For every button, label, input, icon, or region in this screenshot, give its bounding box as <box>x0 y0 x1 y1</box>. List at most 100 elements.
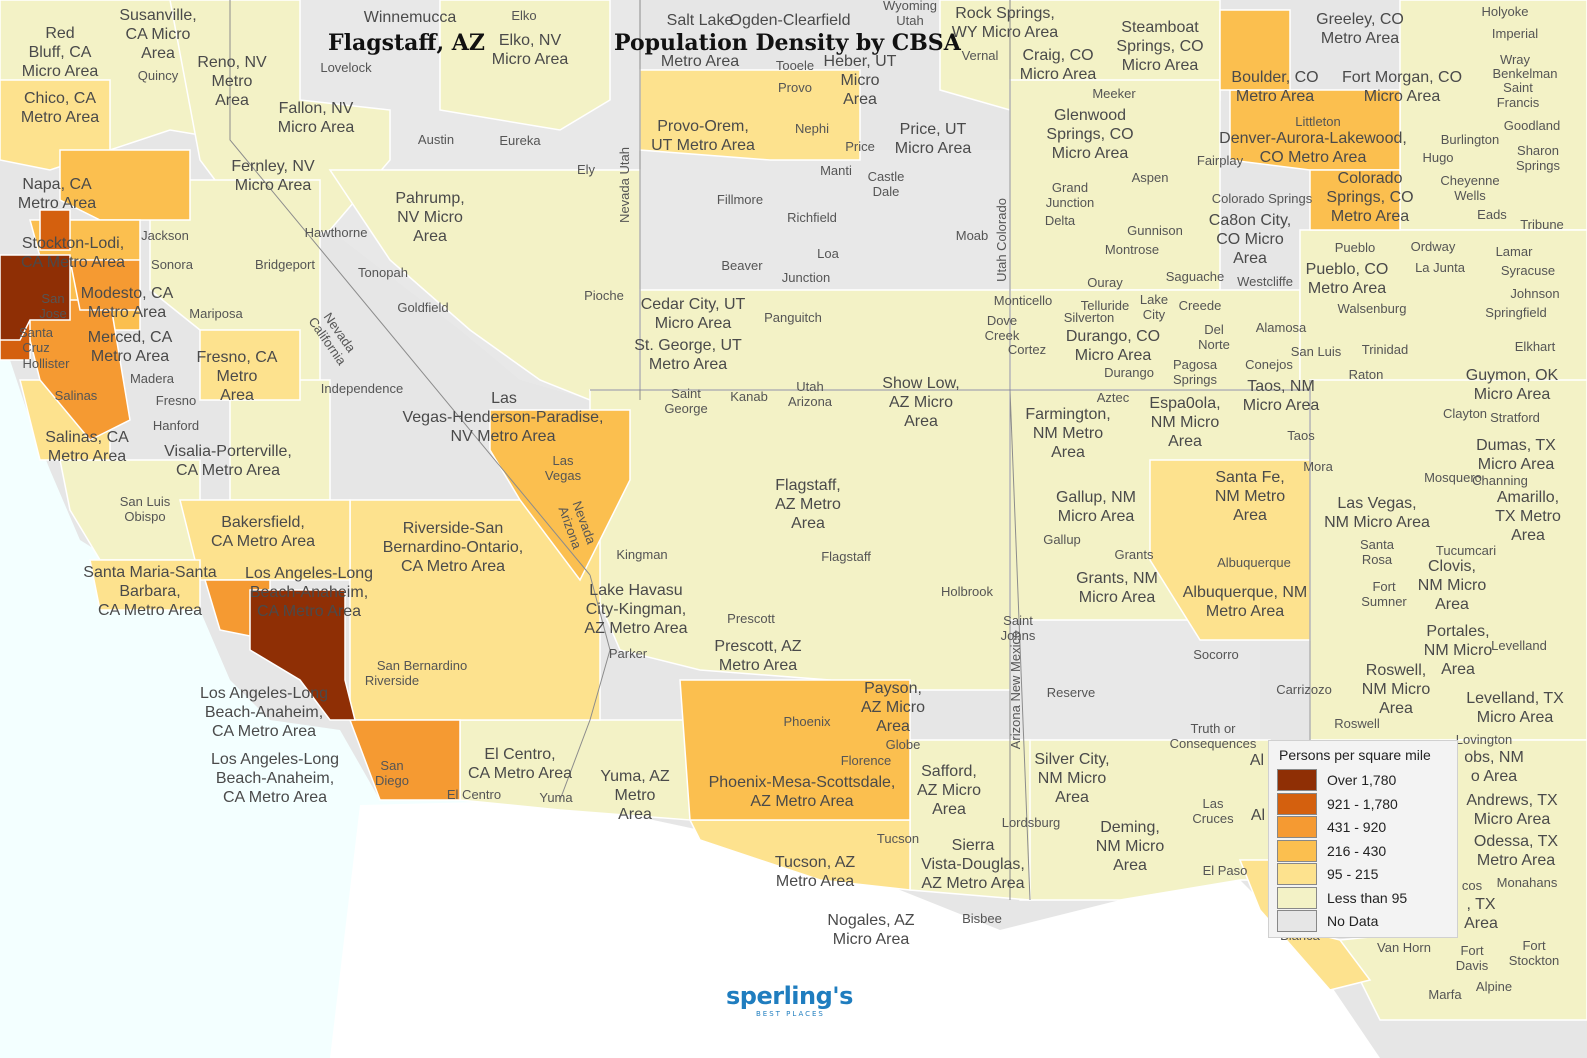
map-label-tonopah: Tonopah <box>358 265 408 280</box>
map-label-el-centro: El Centro, CA Metro Area <box>468 746 572 782</box>
map-label-san-diego: San Diego <box>375 758 409 788</box>
map-label-price-city: Price <box>845 139 875 154</box>
region-greeley <box>1219 9 1291 91</box>
density-431-920 <box>19 259 461 801</box>
map-label-taos: Taos, NM Micro Area <box>1243 378 1320 414</box>
map-label-kanab: Kanab <box>730 389 768 404</box>
map-label-fernley: Fernley, NV Micro Area <box>231 158 315 194</box>
legend-swatch <box>1277 910 1317 932</box>
map-label-elko-city: Elko <box>511 8 536 23</box>
map-label-durango-city: Durango <box>1104 365 1154 380</box>
map-label-lake-havasu: Lake Havasu City-Kingman, AZ Metro Area <box>584 582 687 637</box>
map-label-lamar: Lamar <box>1496 244 1534 259</box>
map-label-socorro: Socorro <box>1193 647 1239 662</box>
map-label-raton: Raton <box>1349 367 1384 382</box>
border-az-ca <box>559 574 611 801</box>
map-label-hobbs: obs, NM o Area <box>1464 749 1524 785</box>
map-label-el-centro-city: El Centro <box>447 787 501 802</box>
map-label-las-vegas-nm: Las Vegas, NM Micro Area <box>1324 495 1430 531</box>
map-label-gunnison: Gunnison <box>1127 223 1183 238</box>
map-label-las-vegas-city: Las Vegas <box>545 453 582 483</box>
map-label-castle-dale: Castle Dale <box>868 169 905 199</box>
map-label-jackson: Jackson <box>141 228 189 243</box>
map-label-wyoming: Wyoming <box>883 0 937 13</box>
map-label-fort-davis: Fort Davis <box>1456 943 1489 973</box>
border-ca-nv <box>229 0 591 576</box>
map-label-alpine: Alpine <box>1476 979 1512 994</box>
map-label-alamosa: Alamosa <box>1256 320 1307 335</box>
map-label-junction: Junction <box>782 270 830 285</box>
legend-swatch <box>1277 839 1317 862</box>
legend-label: No Data <box>1327 913 1379 929</box>
density-over-1780 <box>0 254 356 721</box>
map-label-stratford: Stratford <box>1490 410 1540 425</box>
map-label-cedar-city: Cedar City, UT Micro Area <box>641 296 746 332</box>
map-label-sonora: Sonora <box>151 257 194 272</box>
map-label-ely: Ely <box>577 162 596 177</box>
map-label-hanford: Hanford <box>153 418 199 433</box>
map-label-phoenix: Phoenix-Mesa-Scottsdale, AZ Metro Area <box>709 774 896 810</box>
map-label-arizona-newmexico: Arizona New Mexico <box>1008 631 1023 750</box>
map-label-levelland: Levelland, TX Micro Area <box>1466 690 1564 726</box>
map-label-ordway: Ordway <box>1411 239 1456 254</box>
map-label-flagstaff-city: Flagstaff <box>821 549 871 564</box>
map-label-clayton: Clayton <box>1443 406 1487 421</box>
map-label-salinas: Salinas, CA Metro Area <box>45 429 129 465</box>
map-label-grants: Grants, NM Micro Area <box>1076 570 1158 606</box>
map-label-safford: Safford, AZ Micro Area <box>917 763 981 818</box>
region-sf <box>0 254 71 341</box>
map-label-aztec: Aztec <box>1097 390 1130 405</box>
map-label-san-bernardino-city: San Bernardino <box>377 658 467 673</box>
map-label-cortez: Cortez <box>1008 342 1046 357</box>
legend-item: 921 - 1,780 <box>1277 792 1398 815</box>
map-label-ouray: Ouray <box>1087 275 1123 290</box>
map-label-yuma-city: Yuma <box>539 790 573 805</box>
map-labels: Red Bluff, CA Micro Area Susanville, CA Micr… <box>18 0 1564 1002</box>
map-label-la-long-beach3: Los Angeles-Long Beach-Anaheim, CA Metro A… <box>211 751 339 806</box>
map-label-mora: Mora <box>1303 459 1333 474</box>
legend-item: No Data <box>1277 910 1378 932</box>
legend-item: Less than 95 <box>1277 886 1408 909</box>
map-label-mosquero: Mosquero <box>1424 470 1482 485</box>
legend-label: Less than 95 <box>1327 889 1408 906</box>
map-label-silverton: Silverton <box>1064 310 1115 325</box>
map-label-phoenix-city: Phoenix <box>784 714 831 729</box>
map-label-hugo: Hugo <box>1422 150 1453 165</box>
map-label-metro-area-top: Metro Area <box>661 53 739 70</box>
map-label-austin: Austin <box>418 132 454 147</box>
map-label-santa-cruz: Santa Cruz <box>19 325 54 355</box>
logo-main: sperling's <box>726 982 853 1010</box>
no-data-nm-east <box>1010 610 1260 740</box>
map-label-telluride: Telluride <box>1081 298 1129 313</box>
map-label-roswell-city: Roswell <box>1334 716 1380 731</box>
map-label-saint-johns: Saint Johns <box>1001 613 1036 643</box>
map-label-red-bluff: Red Bluff, CA Micro Area <box>22 25 99 80</box>
map-label-guymon: Guymon, OK Micro Area <box>1466 367 1559 403</box>
map-label-la-junta: La Junta <box>1415 260 1466 275</box>
map-label-stockton: Stockton-Lodi, CA Metro Area <box>21 235 125 271</box>
map-label-denver: Denver-Aurora-Lakewood, CO Metro Area <box>1219 130 1407 166</box>
map-label-heber: Heber, UT Micro Area <box>824 53 897 108</box>
map-label-utah-top: Utah <box>896 13 923 28</box>
map-label-chico: Chico, CA Metro Area <box>21 90 99 126</box>
map-label-madera: Madera <box>130 371 175 386</box>
map-label-fallon: Fallon, NV Micro Area <box>278 100 355 136</box>
map-label-dove-creek: Dove Creek <box>985 313 1020 343</box>
map-label-glenwood: Glenwood Springs, CO Micro Area <box>1046 107 1133 162</box>
map-label-holyoke: Holyoke <box>1482 4 1529 19</box>
map-label-fort-stockton: Fort Stockton <box>1509 938 1560 968</box>
region-napa <box>59 149 191 221</box>
map-label-bakersfield: Bakersfield, CA Metro Area <box>211 514 315 550</box>
map-label-independence: Independence <box>321 381 403 396</box>
region-phoenix <box>679 679 911 821</box>
mexico-area <box>330 800 1380 1058</box>
map-label-del-norte: Del Norte <box>1198 322 1230 352</box>
map-label-flagstaff-metro: Flagstaff, AZ Metro Area <box>775 477 841 532</box>
map-label-lovelock: Lovelock <box>320 60 372 75</box>
map-label-conejos: Conejos <box>1245 357 1293 372</box>
map-label-payson: Payson, AZ Micro Area <box>861 680 925 735</box>
map-label-nogales: Nogales, AZ Micro Area <box>827 912 914 948</box>
map-label-goodland: Goodland <box>1504 118 1560 133</box>
map-label-deming: Deming, NM Micro Area <box>1096 819 1165 874</box>
map-label-reno: Reno, NV Metro Area <box>197 54 267 109</box>
